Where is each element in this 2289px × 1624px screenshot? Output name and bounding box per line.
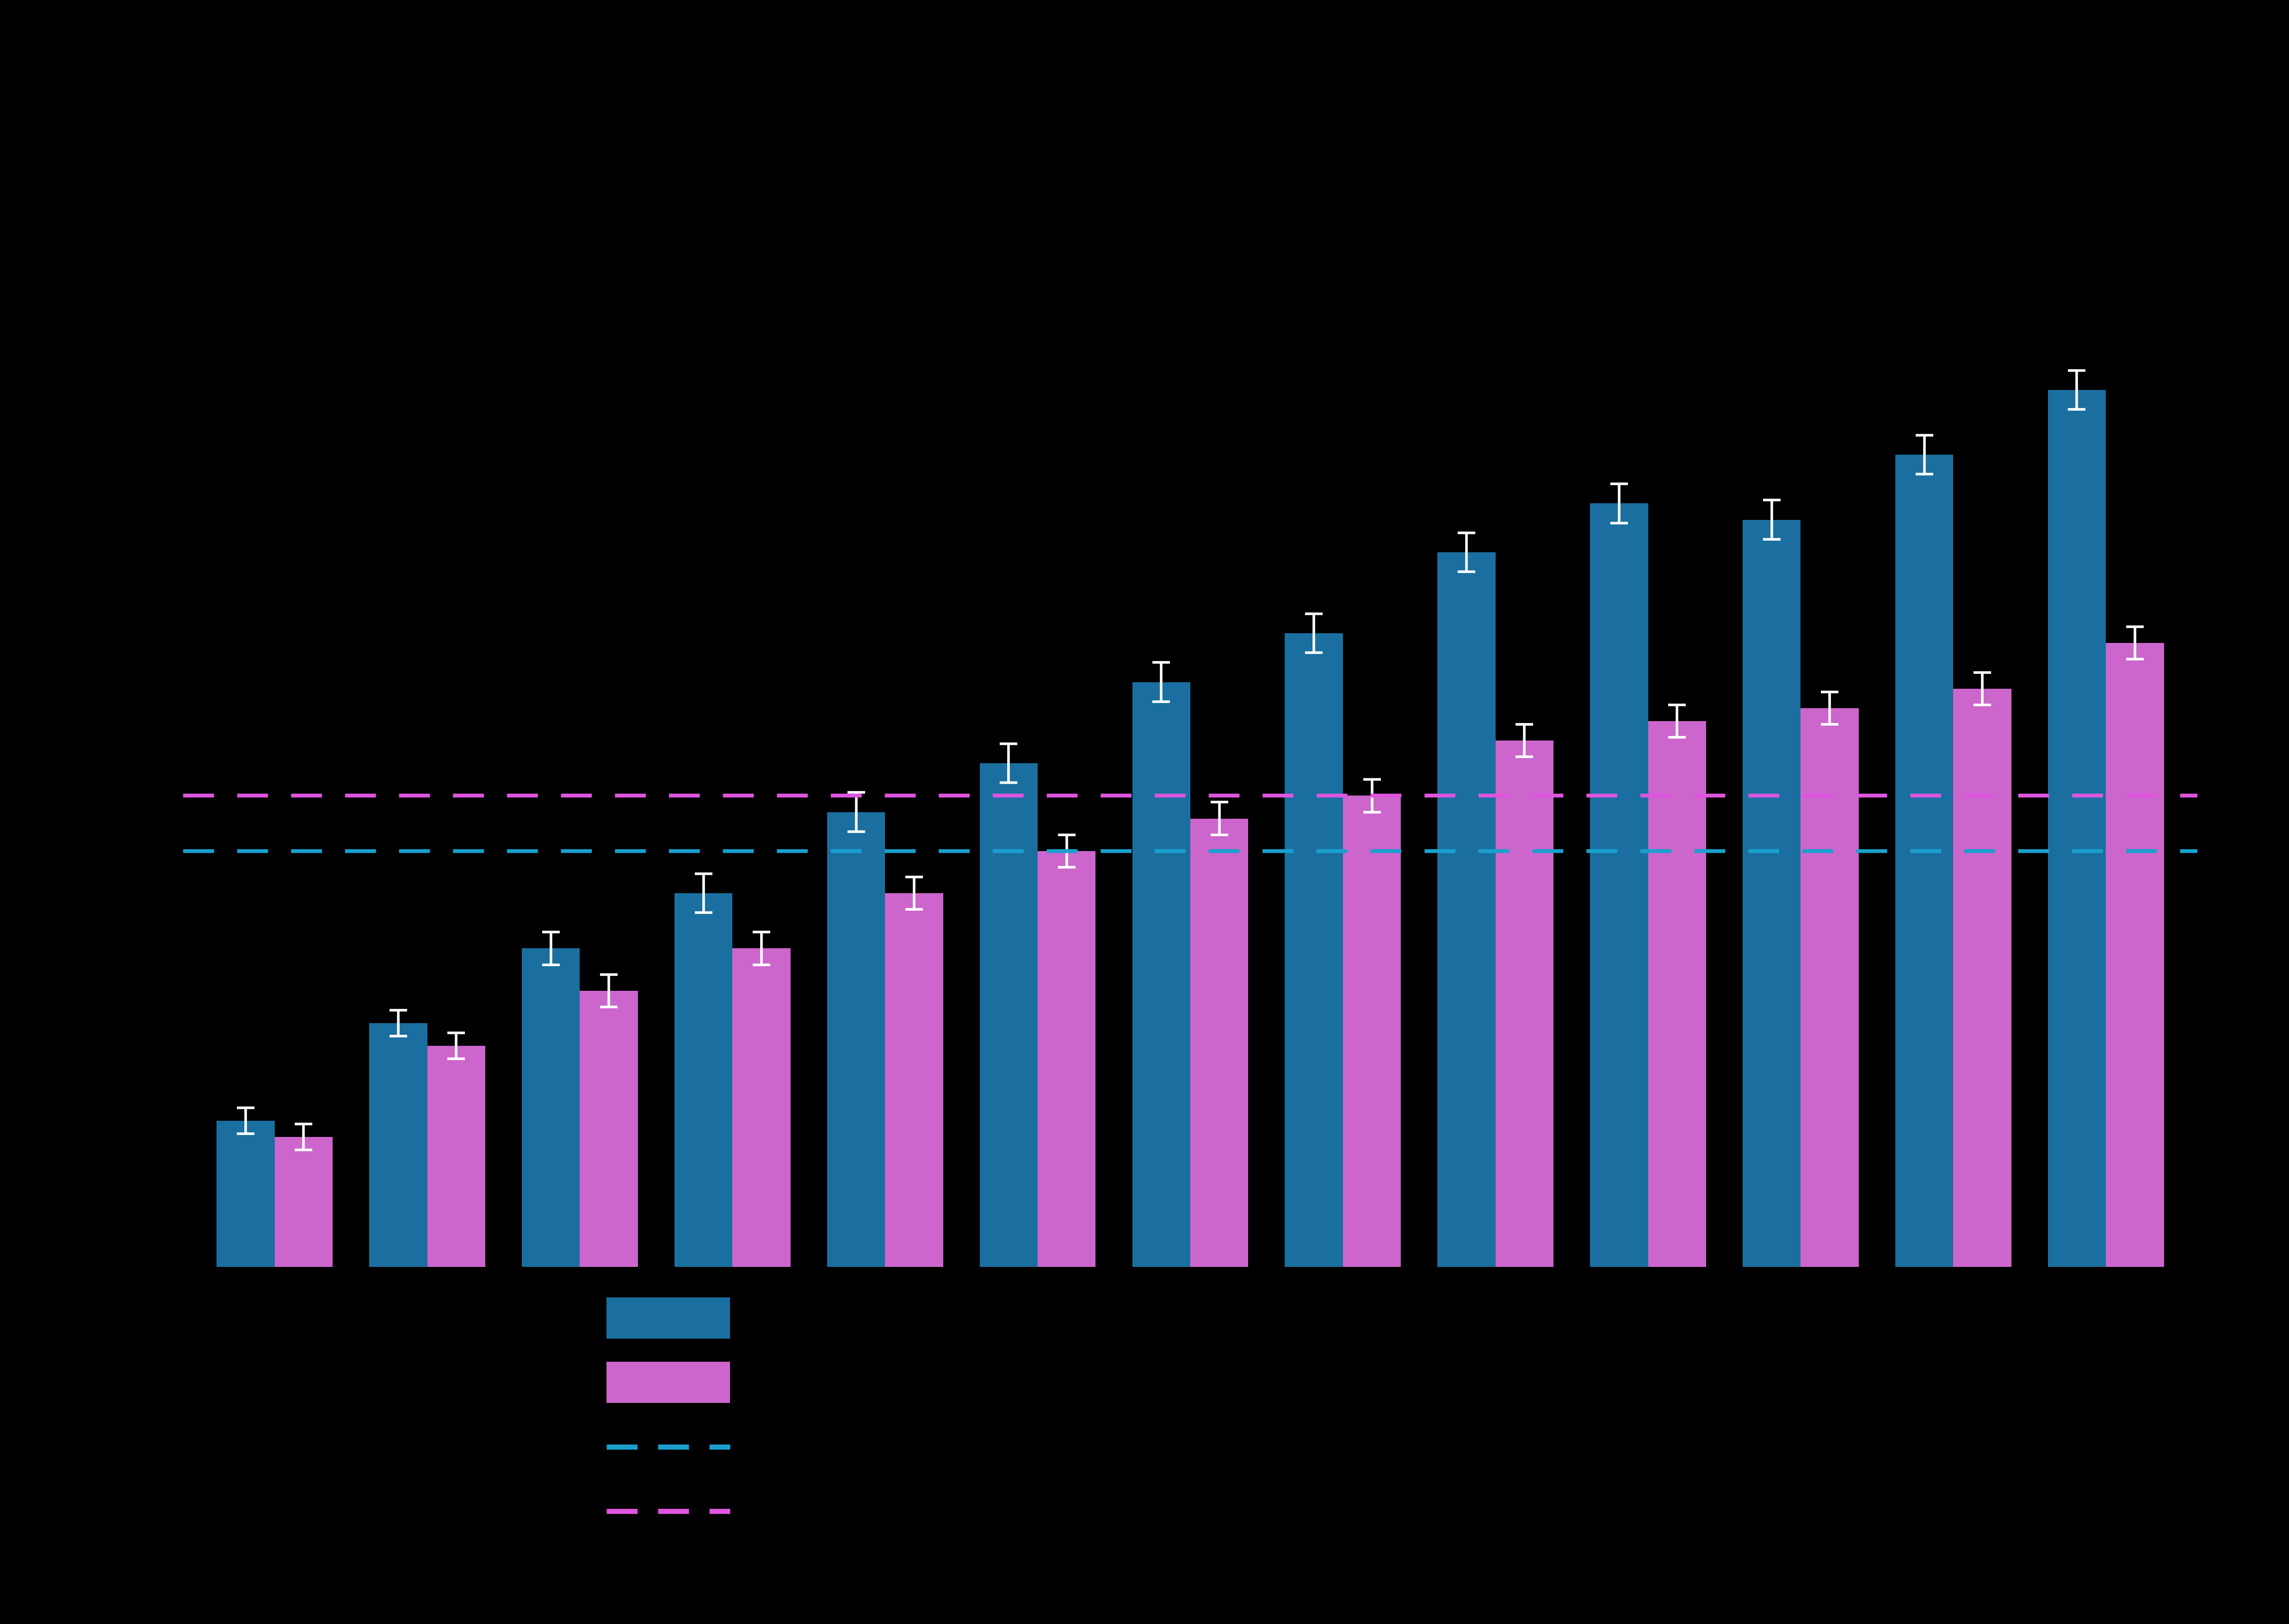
Bar [579, 991, 639, 1267]
Bar [522, 948, 579, 1267]
Bar [675, 893, 732, 1267]
Bar [1437, 552, 1495, 1267]
Bar [369, 1023, 428, 1267]
Bar [1344, 796, 1401, 1267]
Bar [275, 1137, 332, 1267]
Bar [217, 1121, 275, 1267]
Bar [826, 812, 886, 1267]
Bar [1591, 503, 1648, 1267]
Bar [1284, 633, 1344, 1267]
Bar [2106, 643, 2163, 1267]
Bar [886, 893, 943, 1267]
Bar [1801, 708, 1859, 1267]
Bar [1495, 741, 1554, 1267]
Bar [1953, 689, 2012, 1267]
Bar [428, 1046, 485, 1267]
Bar [607, 1298, 730, 1338]
Bar [980, 763, 1037, 1267]
Bar [1742, 520, 1801, 1267]
Bar [1895, 455, 1953, 1267]
Bar [2049, 390, 2106, 1267]
Bar [1133, 682, 1190, 1267]
Bar [732, 948, 790, 1267]
Bar [1190, 818, 1248, 1267]
Bar [1648, 721, 1705, 1267]
Bar [607, 1363, 730, 1403]
Bar [1037, 851, 1096, 1267]
